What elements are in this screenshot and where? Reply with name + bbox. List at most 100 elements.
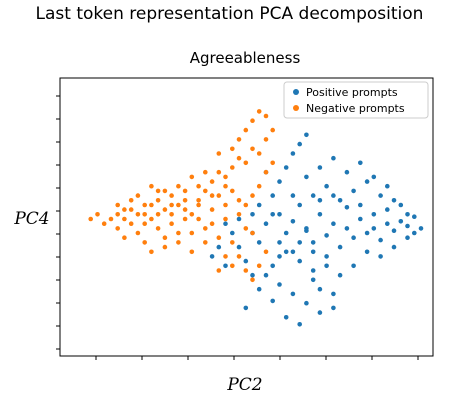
negative-prompt-point bbox=[142, 221, 147, 226]
positive-prompt-point bbox=[412, 230, 417, 236]
positive-prompt-point bbox=[290, 151, 296, 156]
positive-prompt-point bbox=[270, 298, 276, 304]
negative-prompt-point bbox=[223, 254, 228, 259]
positive-prompt-point bbox=[324, 263, 329, 269]
positive-prompt-point bbox=[331, 291, 336, 297]
positive-prompt-point bbox=[344, 226, 350, 231]
negative-prompt-point bbox=[101, 221, 107, 226]
positive-prompt-point bbox=[385, 183, 390, 189]
negative-prompt-point bbox=[216, 151, 222, 156]
positive-prompt-point bbox=[371, 212, 377, 217]
negative-prompt-point bbox=[203, 188, 208, 194]
negative-prompt-point bbox=[155, 198, 161, 203]
negative-prompt-point bbox=[243, 127, 249, 133]
negative-prompt-point bbox=[122, 235, 127, 240]
positive-prompt-point bbox=[283, 165, 289, 170]
negative-prompt-point bbox=[230, 188, 235, 194]
negative-prompt-point bbox=[108, 216, 114, 222]
positive-prompt-point bbox=[378, 193, 383, 198]
positive-prompt-point bbox=[277, 179, 282, 184]
negative-prompt-point bbox=[236, 137, 242, 142]
positive-prompt-point bbox=[223, 263, 228, 269]
negative-prompt-point bbox=[149, 216, 154, 222]
positive-prompt-point bbox=[324, 183, 329, 189]
positive-prompt-point bbox=[351, 188, 356, 194]
negative-prompt-point bbox=[182, 198, 188, 203]
negative-prompt-point bbox=[230, 165, 235, 170]
positive-prompt-point bbox=[317, 198, 323, 203]
positive-prompt-point bbox=[371, 174, 377, 180]
negative-prompt-point bbox=[135, 212, 141, 217]
negative-prompt-point bbox=[115, 212, 120, 217]
positive-prompt-point bbox=[317, 310, 323, 315]
negative-prompt-point bbox=[230, 263, 235, 269]
plot-frame bbox=[59, 77, 434, 357]
negative-prompt-point bbox=[128, 198, 134, 203]
positive-prompt-point bbox=[385, 221, 390, 226]
legend-label-positive: Positive prompts bbox=[306, 86, 398, 99]
positive-prompt-point bbox=[344, 205, 350, 210]
positive-prompt-point bbox=[405, 223, 410, 229]
positive-prompt-point bbox=[297, 202, 303, 208]
positive-prompt-point bbox=[270, 212, 276, 217]
negative-prompt-point bbox=[223, 174, 228, 180]
positive-prompt-point bbox=[230, 230, 235, 236]
negative-prompt-point bbox=[256, 263, 262, 269]
positive-prompt-point bbox=[358, 216, 363, 222]
negative-prompt-point bbox=[155, 188, 161, 194]
positive-prompt-point bbox=[243, 258, 249, 264]
negative-prompt-point bbox=[176, 183, 181, 189]
positive-prompt-point bbox=[283, 230, 289, 236]
positive-prompt-point bbox=[290, 291, 296, 297]
positive-prompt-point bbox=[310, 268, 316, 273]
positive-prompt-point bbox=[358, 202, 363, 208]
negative-prompt-point bbox=[223, 202, 228, 208]
positive-prompt-point bbox=[324, 233, 329, 238]
negative-prompt-point bbox=[176, 202, 181, 208]
legend-box bbox=[283, 81, 429, 119]
negative-prompt-point bbox=[176, 240, 181, 245]
negative-prompt-point bbox=[263, 249, 269, 255]
negative-prompt-point bbox=[169, 212, 174, 217]
positive-prompt-point bbox=[277, 212, 282, 217]
positive-prompt-point bbox=[337, 198, 343, 203]
negative-prompt-point bbox=[243, 226, 249, 231]
negative-prompt-point bbox=[270, 160, 276, 166]
negative-prompt-point bbox=[209, 221, 215, 226]
negative-prompt-point bbox=[189, 212, 195, 217]
negative-prompt-point bbox=[250, 118, 255, 123]
negative-prompt-point bbox=[95, 212, 100, 217]
negative-prompt-point bbox=[135, 193, 141, 198]
legend-label-negative: Negative prompts bbox=[306, 102, 405, 115]
positive-prompt-point bbox=[270, 263, 276, 269]
positive-prompt-point bbox=[304, 300, 309, 306]
positive-prompt-point bbox=[297, 240, 303, 245]
positive-prompt-point bbox=[398, 202, 404, 208]
negative-prompt-point bbox=[250, 230, 255, 236]
positive-prompt-point bbox=[317, 165, 323, 170]
negative-prompt-point bbox=[209, 193, 215, 198]
negative-prompt-point bbox=[209, 179, 215, 184]
negative-prompt-point bbox=[236, 198, 242, 203]
negative-prompt-point bbox=[236, 212, 242, 217]
figure-title: Last token representation PCA decomposit… bbox=[35, 4, 424, 24]
negative-prompt-point bbox=[203, 169, 208, 175]
positive-prompt-point bbox=[317, 212, 323, 217]
positive-prompt-point bbox=[310, 277, 316, 283]
negative-prompt-point bbox=[182, 207, 188, 212]
negative-prompt-point bbox=[256, 109, 262, 114]
negative-prompt-point bbox=[135, 230, 141, 236]
positive-prompt-point bbox=[290, 249, 296, 255]
positive-prompt-point bbox=[364, 249, 370, 255]
negative-prompt-point bbox=[155, 226, 161, 231]
y-axis-label: PC4 bbox=[13, 209, 49, 229]
positive-prompt-point bbox=[331, 193, 336, 198]
negative-prompt-point bbox=[256, 151, 262, 156]
negative-prompt-point bbox=[203, 226, 208, 231]
negative-prompt-point bbox=[128, 221, 134, 226]
negative-prompt-point bbox=[169, 221, 174, 226]
negative-prompt-point bbox=[122, 216, 127, 222]
negative-prompt-point bbox=[142, 212, 147, 217]
positive-prompt-point bbox=[236, 216, 242, 222]
